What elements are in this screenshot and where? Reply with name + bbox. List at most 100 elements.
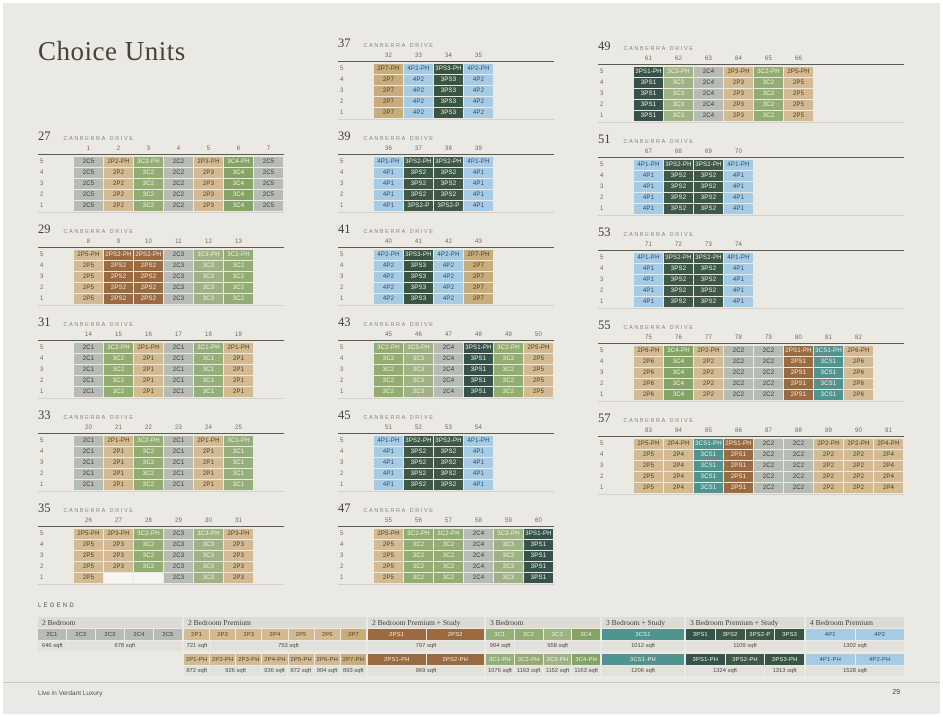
- unit-cell: 2P2: [814, 472, 843, 482]
- floor-row: 1 2P6 3C4 2P2 2C2 2C2 2PS1 3CS1 2P6: [598, 390, 904, 400]
- unit-cell: 2P3-PH: [224, 529, 253, 539]
- legend-type-cell: 3C4: [572, 629, 600, 640]
- unit-cell: 2C1: [74, 458, 103, 468]
- floor-number: 5: [600, 348, 604, 354]
- unit-cell: 3CS1: [694, 461, 723, 471]
- stack-number: 71: [644, 241, 653, 248]
- unit-cell: 3C3: [664, 78, 693, 88]
- unit-cell: 2P6: [844, 390, 873, 400]
- legend-sqft-row: 646 sqft 678 sqft: [38, 641, 182, 651]
- unit-cell: 4P1-PH: [634, 253, 663, 263]
- block-number: 27: [38, 129, 51, 143]
- unit-cell: 2P3-PH: [194, 157, 223, 167]
- street-label: CANBERRA DRIVE: [363, 43, 435, 49]
- floor-number: 5: [340, 66, 344, 72]
- stack-number: 78: [734, 334, 743, 341]
- unit-cell: 2C4: [434, 376, 463, 386]
- unit-block-49: 49 CANBERRA DRIVE 61 62 63 64 65 66 5 3PS1-PH 3C3-…: [598, 39, 904, 123]
- unit-cell: 2C1: [74, 376, 103, 386]
- unit-cell: 3PS2: [404, 179, 433, 189]
- floor-number: 4: [340, 449, 344, 455]
- unit-cell: 2P4: [664, 472, 693, 482]
- bottom-rule: [338, 584, 554, 585]
- stack-number: 85: [704, 427, 713, 434]
- unit-cell: 3C2: [494, 354, 523, 364]
- unit-cell: 2P2: [844, 483, 873, 493]
- unit-cell: 2P5-PH: [524, 343, 553, 353]
- unit-cell: 2P1: [194, 480, 223, 490]
- floor-number: 1: [40, 389, 44, 395]
- legend-sqft-value: 1076 sqft: [486, 666, 514, 676]
- floor-number: 3: [40, 181, 44, 187]
- stack-axis-spacer: [338, 51, 374, 60]
- floor-row: 4 2C1 3C2 2P1 2C1 3C1 2P1: [38, 354, 284, 364]
- unit-cell: 2C5: [254, 190, 283, 200]
- legend-row-penthouse: 2P1-PH 2P2-PH 2P3-PH 2P4-PH 2P5-PH 2P6-PH 2P7-…: [184, 654, 906, 676]
- unit-cell: 2C1: [74, 447, 103, 457]
- floor-number: 3: [600, 463, 604, 469]
- legend-type-row: 2P1 2P2 2P3 2P4 2P5 2P6 2P7: [184, 629, 366, 640]
- stack-number: 36: [384, 145, 393, 152]
- unit-cell: 3C3: [404, 354, 433, 364]
- block-number: 39: [338, 129, 351, 143]
- legend-type-cell: 2PS1-PH: [368, 654, 426, 665]
- legend-type-cell: 4P2: [855, 629, 904, 640]
- floor-row: 5 2P5-PH 2P4-PH 3CS1-PH 2PS1-PH 2C2 2C2 2P2-PH 2…: [598, 439, 904, 449]
- unit-cell: 3C3: [194, 551, 223, 561]
- stack-numbers-row: 32 33 34 35: [338, 51, 554, 60]
- stack-number: 6: [236, 145, 241, 152]
- floor-row: 4 3PS1 3C3 2C4 2P3 3C2 2P5: [598, 78, 904, 88]
- stack-number: 10: [144, 238, 153, 245]
- floor-number: 2: [340, 564, 344, 570]
- header-rule: [338, 433, 554, 434]
- stack-axis-spacer: [598, 426, 634, 435]
- unit-cell: 3CS1: [694, 450, 723, 460]
- floor-number: 4: [40, 542, 44, 548]
- unit-cell: 2P1: [104, 480, 133, 490]
- stack-number: 31: [234, 517, 243, 524]
- unit-cell: 2P5-PH: [374, 529, 403, 539]
- unit-cell: 2PS1: [784, 357, 813, 367]
- unit-cell: 4P1-PH: [724, 253, 753, 263]
- legend-sqft-value: 753 sqft: [210, 641, 366, 651]
- unit-cell: 3C2: [494, 387, 523, 397]
- stack-number: 4: [176, 145, 181, 152]
- unit-cell: 2PS1: [724, 450, 753, 460]
- stack-numbers-row: 45 46 47 48 49 50: [338, 330, 554, 339]
- unit-cell: 2P3: [224, 562, 253, 572]
- floor-number: 5: [600, 69, 604, 75]
- unit-cell: 4P1: [724, 275, 753, 285]
- legend-type-cell: 3C2-PH: [514, 654, 543, 665]
- stack-axis-spacer: [38, 423, 74, 432]
- floor-row: 2 2P7 4P2 3PS3 4P2: [338, 97, 554, 107]
- unit-cell: 4P1: [374, 447, 403, 457]
- stack-number: 83: [644, 427, 653, 434]
- floor-number: 2: [40, 564, 44, 570]
- legend-type-row: 3PS1-PH 3PS2-PH 3PS3-PH: [686, 654, 805, 665]
- unit-cell: 2P6: [844, 379, 873, 389]
- unit-cell: 3C4: [224, 168, 253, 178]
- legend-type-cell: 3CS1-PH: [602, 654, 684, 665]
- unit-cell: 2P1: [134, 365, 163, 375]
- block-number: 51: [598, 132, 611, 146]
- legend-sqft-value: 1313 sqft: [765, 666, 804, 676]
- floor-row: 5 2P6-PH 3C4-PH 2P2-PH 2C2 2C2 2PS1-PH 3CS1-PH 2…: [598, 346, 904, 356]
- floor-row: 3 4P1 3PS2 3PS2 4P1: [598, 275, 904, 285]
- stack-number: 47: [444, 331, 453, 338]
- unit-cell: 2PS1: [784, 390, 813, 400]
- block-header: 35 CANBERRA DRIVE: [38, 501, 284, 515]
- unit-cell: 2P5: [74, 294, 103, 304]
- unit-cell: 4P1: [374, 179, 403, 189]
- block-number: 33: [38, 408, 51, 422]
- unit-cell: 3PS3: [404, 272, 433, 282]
- legend-group: 2 Bedroom 2C1 2C2 2C3 2C4 2C5 646 sqft 678 sqft: [38, 617, 182, 651]
- unit-cell: 3C3: [194, 261, 223, 271]
- unit-cell: 3C2: [134, 190, 163, 200]
- block-header: 53 CANBERRA DRIVE: [598, 225, 904, 239]
- legend-type-cell: 2P2: [210, 629, 236, 640]
- header-rule: [598, 64, 904, 65]
- block-column-middle: 37 CANBERRA DRIVE 32 33 34 35 5 2P7-PH 4P2-PH 3PS…: [338, 36, 554, 594]
- floor-row: 4 2P6 3C4 2P2 2C2 2C2 2PS1 3CS1 2P6: [598, 357, 904, 367]
- unit-cell: 3C2: [434, 540, 463, 550]
- floor-number: 3: [340, 274, 344, 280]
